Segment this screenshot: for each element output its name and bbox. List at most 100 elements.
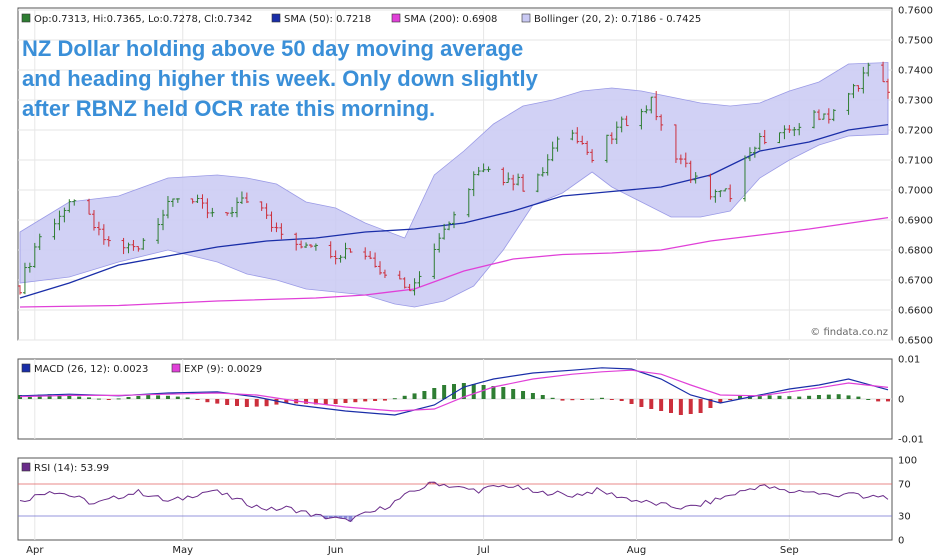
ohlc-bar [723, 188, 728, 192]
ohlc-bar [452, 211, 456, 229]
macd-histogram-bar [353, 399, 358, 403]
macd-histogram-bar [609, 399, 614, 400]
price-y-tick-label: 0.7100 [898, 156, 933, 167]
ohlc-bar [649, 96, 654, 114]
ohlc-bar [728, 184, 733, 202]
legend-label: MACD (26, 12): 0.0023 [34, 364, 148, 375]
ohlc-bar [619, 116, 624, 133]
price-y-tick-label: 0.7200 [898, 126, 933, 137]
ohlc-bar [471, 171, 476, 197]
price-y-tick-label: 0.6700 [898, 276, 933, 287]
macd-histogram-bar [580, 399, 585, 400]
ohlc-bar [200, 194, 205, 209]
macd-histogram-bar [590, 398, 595, 400]
ohlc-bar [797, 123, 802, 136]
macd-histogram-bar [67, 395, 72, 399]
price-y-tick-label: 0.6500 [898, 336, 933, 347]
macd-histogram-bar [235, 399, 239, 406]
macd-histogram-bar [471, 384, 476, 399]
ohlc-bar [792, 126, 797, 137]
macd-y-tick-label: 0.01 [898, 355, 920, 366]
ohlc-bar [511, 174, 516, 191]
ohlc-bar [259, 201, 264, 211]
macd-histogram-bar [215, 399, 220, 404]
ohlc-bar [101, 224, 106, 245]
macd-histogram-bar [688, 399, 693, 414]
macd-histogram-bar [649, 399, 654, 409]
macd-histogram-bar [442, 385, 447, 399]
macd-histogram-bar [856, 396, 861, 399]
ohlc-bar [106, 236, 111, 247]
legend-swatch [171, 363, 181, 373]
ohlc-bar [693, 172, 698, 184]
x-tick-label: May [172, 545, 193, 556]
ohlc-bar [762, 129, 767, 145]
legend-swatch [21, 13, 31, 23]
ohlc-bar [37, 233, 42, 251]
macd-histogram-bar [57, 395, 62, 399]
macd-histogram-bar [530, 393, 535, 399]
macd-histogram-bar [77, 396, 82, 399]
ohlc-bar [486, 166, 491, 173]
macd-histogram-bar [47, 394, 52, 399]
legend-item: Op:0.7313, Hi:0.7365, Lo:0.7278, Cl:0.73… [21, 13, 252, 25]
ohlc-bar [313, 243, 318, 251]
macd-histogram-bar [264, 399, 269, 407]
ohlc-bar [851, 83, 856, 99]
ohlc-bar [466, 188, 471, 218]
macd-histogram-bar [373, 399, 378, 401]
price-y-tick-label: 0.6800 [898, 246, 933, 257]
macd-histogram-bar [205, 399, 210, 403]
rsi-line [19, 481, 889, 523]
ohlc-bar [165, 196, 170, 219]
y-axis-labels: 0.7600 0.7500 0.7400 0.7300 0.7200 0.7100 0.70… [898, 6, 933, 547]
macd-histogram-bar [698, 399, 703, 413]
macd-histogram-bar [639, 399, 644, 407]
ohlc-bar [590, 149, 595, 163]
macd-histogram-bar [540, 395, 545, 399]
credit-label: © findata.co.nz [810, 327, 888, 338]
macd-histogram-bar [629, 399, 634, 404]
ohlc-bar [585, 140, 590, 155]
ohlc-bar [540, 167, 545, 177]
ohlc-bar [382, 269, 387, 278]
ohlc-bar [545, 154, 550, 176]
macd-histogram-bar [392, 398, 397, 400]
macd-histogram-bar [876, 399, 881, 402]
ohlc-bar [831, 109, 836, 122]
ohlc-bar [442, 223, 447, 240]
macd-histogram-bar [728, 399, 733, 400]
ohlc-bar [294, 232, 299, 251]
ohlc-bar [782, 125, 787, 140]
ohlc-bar [27, 262, 32, 273]
ohlc-bar [639, 108, 644, 130]
price-y-tick-label: 0.7300 [898, 96, 933, 107]
ohlc-bars [18, 61, 890, 296]
rsi-y-tick-label: 100 [898, 456, 917, 467]
rsi-y-tick-label: 70 [898, 480, 911, 491]
legend-label: SMA (50): 0.7218 [284, 14, 371, 25]
macd-histogram-bar [146, 395, 151, 399]
ohlc-bar [175, 198, 180, 203]
ohlc-bar [821, 113, 826, 120]
ohlc-bar [550, 141, 555, 162]
ohlc-bar [812, 110, 817, 129]
legend-item: RSI (14): 53.99 [21, 462, 109, 474]
macd-histogram-bar [560, 399, 565, 401]
macd-histogram-bar [244, 399, 249, 407]
ohlc-bar [230, 206, 235, 218]
ohlc-bar [91, 210, 96, 231]
macd-histogram-bar [432, 388, 437, 399]
macd-histogram-bar [313, 399, 318, 405]
macd-histogram-bar [402, 395, 407, 399]
macd-histogram-bar [599, 397, 604, 399]
ohlc-bar [501, 167, 506, 186]
ohlc-bar [476, 166, 481, 176]
macd-histogram-bar [669, 399, 673, 413]
macd-histogram-bar [481, 385, 486, 399]
macd-histogram-bar [274, 399, 279, 405]
legend-label: Op:0.7313, Hi:0.7365, Lo:0.7278, Cl:0.73… [34, 14, 252, 25]
ohlc-bar [570, 129, 575, 141]
headline-line-3: after RBNZ held OCR rate this morning. [22, 96, 435, 121]
ohlc-bar [654, 91, 659, 121]
